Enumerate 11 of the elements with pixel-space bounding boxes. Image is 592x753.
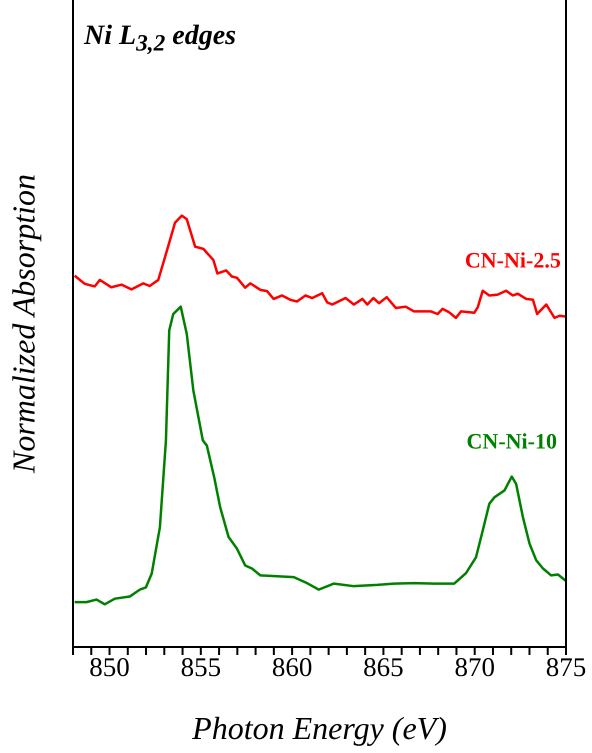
x-tick-label: 855 (180, 652, 222, 682)
x-tick-label: 870 (454, 652, 495, 682)
series-label: CN-Ni-2.5 (464, 247, 561, 272)
series-label: CN-Ni-10 (466, 428, 557, 454)
x-axis-title: Photon Energy (eV) (191, 710, 447, 746)
x-tick-label: 875 (546, 652, 586, 682)
x-tick-label: 860 (272, 652, 312, 682)
y-axis-title: Normalized Absorption (5, 174, 42, 474)
x-tick-label: 850 (89, 652, 130, 682)
x-tick-label: 865 (363, 652, 404, 682)
chart-title: Ni L$_{3,2}$ edges (84, 20, 236, 58)
